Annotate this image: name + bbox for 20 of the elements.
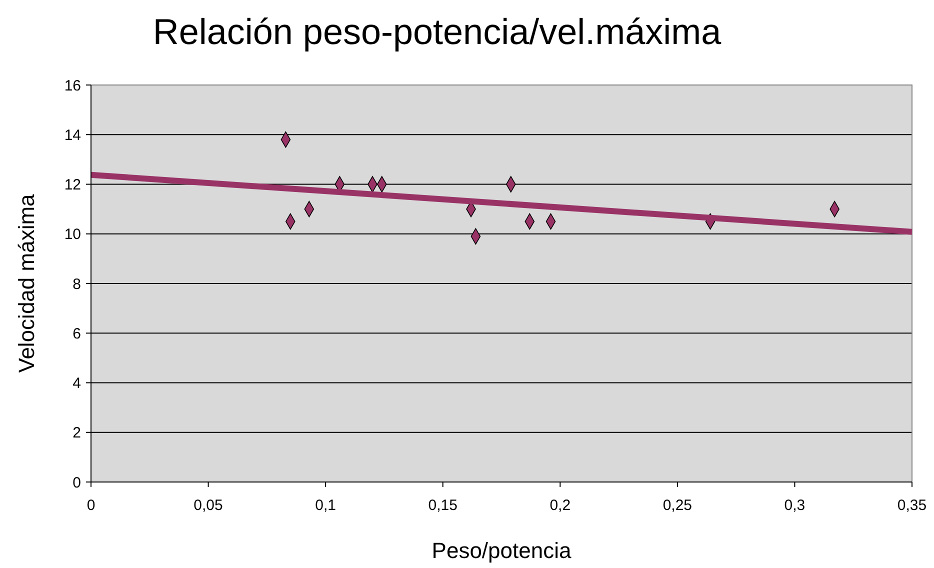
y-tick-label: 6	[72, 325, 81, 342]
x-tick-label: 0,3	[784, 497, 806, 514]
x-tick-label: 0,25	[662, 497, 692, 514]
y-axis-title: Velocidad máxima	[14, 193, 39, 373]
chart-title: Relación peso-potencia/vel.máxima	[152, 11, 722, 52]
y-tick-label: 10	[64, 226, 81, 244]
y-tick-label: 8	[72, 276, 81, 293]
x-tick-label: 0,35	[897, 497, 927, 514]
x-tick-label: 0,1	[315, 497, 336, 514]
x-axis-title: Peso/potencia	[432, 538, 572, 563]
y-tick-label: 12	[64, 176, 81, 194]
x-tick-label: 0,2	[550, 497, 571, 514]
y-tick-label: 16	[64, 77, 81, 94]
y-tick-label: 0	[72, 474, 81, 492]
y-tick-label: 14	[64, 126, 81, 144]
x-tick-label: 0,15	[428, 497, 458, 514]
y-tick-label: 4	[72, 375, 81, 392]
x-tick-label: 0,05	[194, 497, 223, 514]
y-tick-label: 2	[72, 424, 81, 442]
x-tick-label: 0	[86, 497, 96, 514]
